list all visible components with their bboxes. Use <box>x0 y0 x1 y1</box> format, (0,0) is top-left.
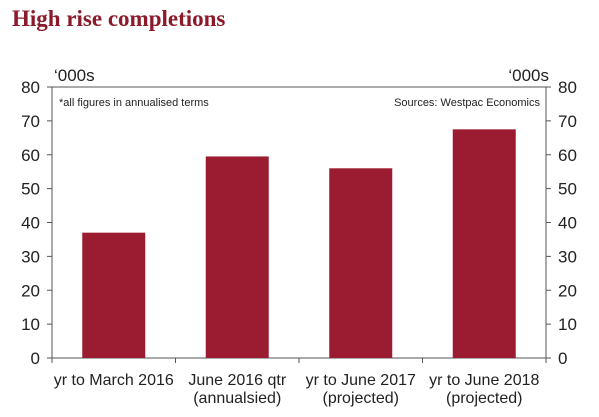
category-label: (projected) <box>446 390 522 407</box>
right-tick-label: 70 <box>558 112 577 131</box>
category-label: (annualsied) <box>193 390 281 407</box>
footnote: *all figures in annualised terms <box>59 97 209 109</box>
category-label: yr to March 2016 <box>54 372 174 389</box>
bar <box>205 156 269 358</box>
left-tick-label: 40 <box>21 214 40 233</box>
category-label: yr to June 2018 <box>429 372 539 389</box>
chart-title: High rise completions <box>12 6 226 31</box>
left-tick-label: 70 <box>21 112 40 131</box>
bar <box>452 129 516 358</box>
category-labels: yr to March 2016 June 2016 qtr(annualsied… <box>51 358 547 407</box>
left-tick-label: 50 <box>21 180 40 199</box>
right-axis-unit: ‘000s <box>508 66 549 85</box>
left-tick-label: 60 <box>21 146 40 165</box>
bars <box>82 129 516 358</box>
right-tick-label: 10 <box>558 315 577 334</box>
category-label: yr to June 2017 <box>306 372 416 389</box>
category-label: (projected) <box>323 390 399 407</box>
bar <box>329 168 393 358</box>
right-axis: 0 10 20 30 40 50 60 70 80 <box>546 78 577 368</box>
bar <box>82 232 146 358</box>
left-axis: 0 10 20 30 40 50 60 70 80 <box>21 78 52 368</box>
right-tick-label: 60 <box>558 146 577 165</box>
left-axis-unit: ‘000s <box>54 66 95 85</box>
right-tick-label: 80 <box>558 78 577 97</box>
right-tick-label: 0 <box>558 349 567 368</box>
right-tick-label: 30 <box>558 247 577 266</box>
category-label: June 2016 qtr <box>188 372 287 389</box>
right-tick-label: 40 <box>558 214 577 233</box>
source-label: Sources: Westpac Economics <box>394 97 540 109</box>
left-tick-label: 80 <box>21 78 40 97</box>
right-tick-label: 20 <box>558 281 577 300</box>
left-tick-label: 20 <box>21 281 40 300</box>
left-tick-label: 30 <box>21 247 40 266</box>
left-tick-label: 10 <box>21 315 40 334</box>
right-tick-label: 50 <box>558 180 577 199</box>
left-tick-label: 0 <box>31 349 40 368</box>
